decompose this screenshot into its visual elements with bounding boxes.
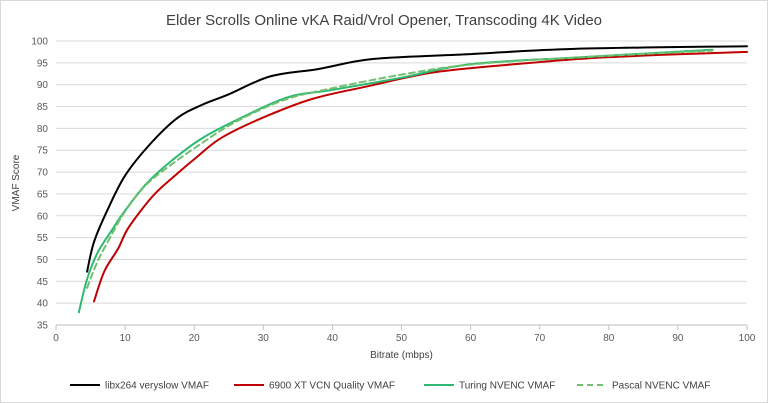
series-line-2	[93, 50, 748, 303]
x-tick-label: 40	[327, 333, 339, 344]
y-tick-label: 80	[37, 124, 49, 135]
series-line-3	[77, 48, 714, 314]
x-tick-label: 50	[396, 333, 408, 344]
y-tick-label: 100	[31, 37, 48, 48]
y-tick-label: 45	[37, 277, 49, 288]
series-line-4	[86, 49, 714, 289]
x-tick-label: 100	[739, 333, 756, 344]
x-tick-label: 20	[189, 333, 201, 344]
x-tick-label: 70	[534, 333, 546, 344]
y-tick-label: 90	[37, 80, 49, 91]
y-tick-label: 85	[37, 102, 49, 113]
y-tick-label: 40	[37, 299, 49, 310]
y-axis-label: VMAF Score	[11, 154, 22, 211]
chart-title: Elder Scrolls Online vKA Raid/Vrol Opene…	[166, 12, 602, 29]
x-tick-label: 30	[258, 333, 270, 344]
y-tick-label: 75	[37, 146, 49, 157]
x-tick-label: 80	[603, 333, 615, 344]
x-axis-label: Bitrate (mbps)	[370, 350, 433, 361]
y-tick-label: 60	[37, 211, 49, 222]
y-tick-label: 65	[37, 189, 49, 200]
y-tick-label: 35	[37, 321, 49, 332]
y-tick-label: 50	[37, 255, 49, 266]
legend-label-3: Turing NVENC VMAF	[459, 381, 555, 392]
y-tick-label: 55	[37, 233, 49, 244]
series-lines	[77, 45, 748, 314]
x-tick-label: 0	[53, 333, 59, 344]
legend-label-2: 6900 XT VCN Quality VMAF	[269, 381, 395, 392]
y-tick-label: 70	[37, 168, 49, 179]
axes: 35 40 45 50 55 60 65 70 75 80 85 90 95 100 0 10 20 30 40 50…	[31, 37, 755, 345]
series-line-1	[86, 45, 748, 273]
legend-label-1: libx264 veryslow VMAF	[105, 381, 209, 392]
x-tick-label: 60	[465, 333, 477, 344]
legend-label-4: Pascal NVENC VMAF	[612, 381, 710, 392]
legend: libx264 veryslow VMAF 6900 XT VCN Quality…	[70, 381, 710, 392]
y-tick-label: 95	[37, 58, 49, 69]
x-tick-label: 90	[672, 333, 684, 344]
gridlines	[56, 40, 747, 304]
x-tick-label: 10	[120, 333, 132, 344]
